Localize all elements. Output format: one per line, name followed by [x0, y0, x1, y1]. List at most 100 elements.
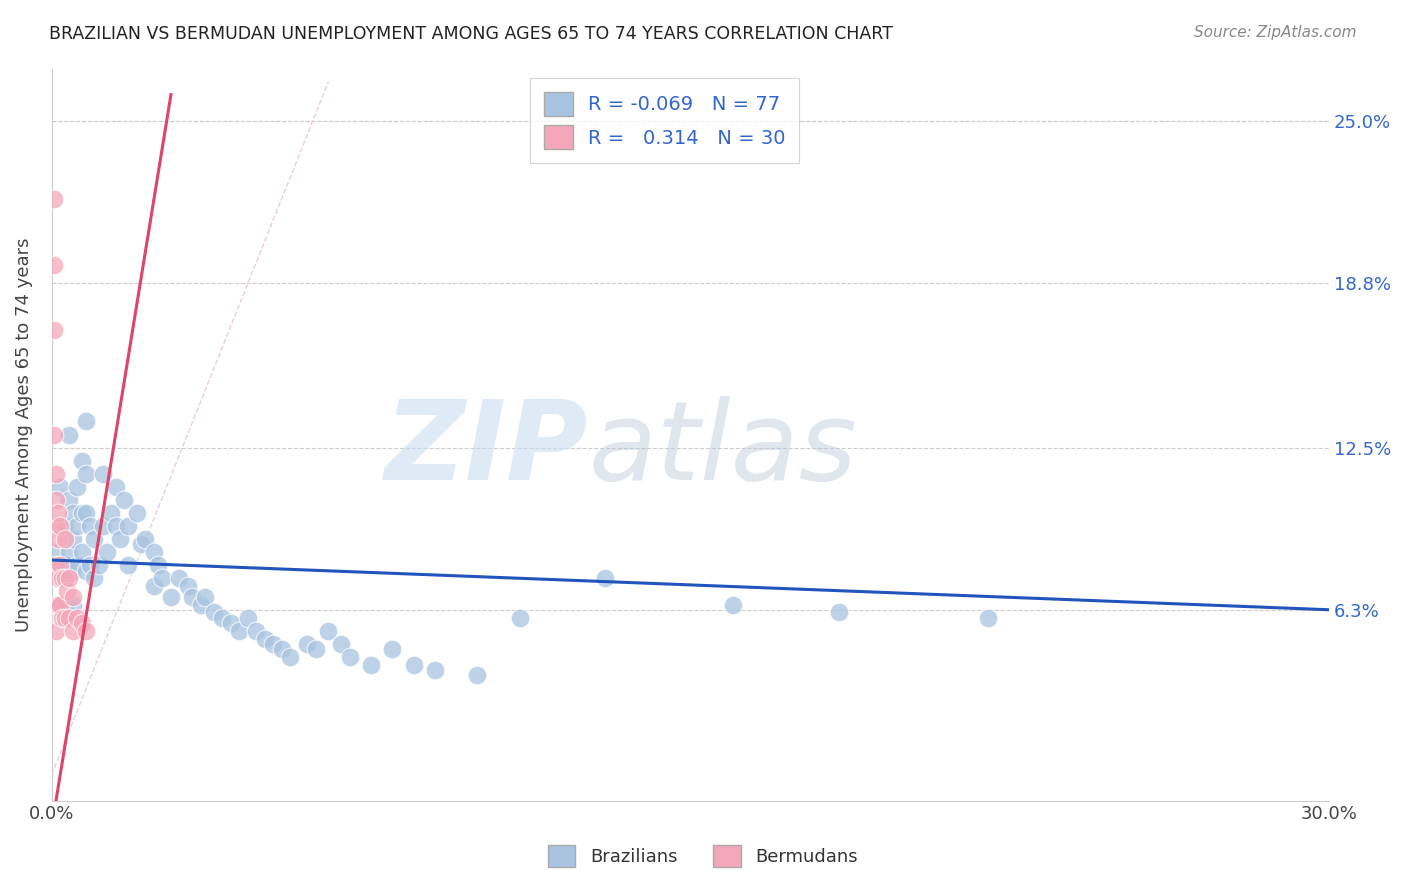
Point	[53, 519, 76, 533]
Point	[721, 598, 744, 612]
Point	[58, 571, 80, 585]
Point	[509, 610, 531, 624]
Point	[53, 558, 76, 573]
Point	[55, 584, 77, 599]
Point	[108, 532, 131, 546]
Point	[70, 615, 93, 630]
Point	[66, 519, 89, 533]
Point	[58, 610, 80, 624]
Point	[75, 624, 97, 638]
Text: ZIP: ZIP	[385, 396, 588, 503]
Point	[62, 506, 84, 520]
Point	[211, 610, 233, 624]
Point	[75, 564, 97, 578]
Point	[228, 624, 250, 638]
Point	[79, 558, 101, 573]
Point	[160, 590, 183, 604]
Point	[467, 668, 489, 682]
Point	[142, 545, 165, 559]
Point	[49, 558, 72, 573]
Point	[152, 571, 174, 585]
Point	[977, 610, 1000, 624]
Legend: R = -0.069   N = 77, R =   0.314   N = 30: R = -0.069 N = 77, R = 0.314 N = 30	[530, 78, 800, 162]
Point	[117, 519, 139, 533]
Point	[62, 564, 84, 578]
Point	[45, 558, 67, 573]
Point	[91, 467, 114, 481]
Point	[278, 649, 301, 664]
Point	[381, 642, 404, 657]
Point	[134, 532, 156, 546]
Point	[62, 624, 84, 638]
Point	[245, 624, 267, 638]
Point	[125, 506, 148, 520]
Point	[45, 545, 67, 559]
Point	[53, 571, 76, 585]
Point	[96, 545, 118, 559]
Point	[58, 427, 80, 442]
Point	[62, 532, 84, 546]
Point	[112, 492, 135, 507]
Point	[46, 532, 69, 546]
Point	[45, 519, 67, 533]
Point	[58, 492, 80, 507]
Point	[46, 598, 69, 612]
Point	[194, 590, 217, 604]
Point	[117, 558, 139, 573]
Text: Source: ZipAtlas.com: Source: ZipAtlas.com	[1194, 25, 1357, 40]
Point	[104, 480, 127, 494]
Point	[49, 480, 72, 494]
Point	[46, 571, 69, 585]
Point	[58, 545, 80, 559]
Legend: Brazilians, Bermudans: Brazilians, Bermudans	[541, 838, 865, 874]
Point	[402, 657, 425, 672]
Point	[330, 637, 353, 651]
Y-axis label: Unemployment Among Ages 65 to 74 years: Unemployment Among Ages 65 to 74 years	[15, 237, 32, 632]
Point	[129, 537, 152, 551]
Point	[253, 632, 276, 646]
Point	[45, 624, 67, 638]
Text: atlas: atlas	[588, 396, 856, 503]
Point	[262, 637, 284, 651]
Point	[53, 610, 76, 624]
Point	[270, 642, 292, 657]
Point	[79, 519, 101, 533]
Point	[83, 571, 105, 585]
Point	[295, 637, 318, 651]
Point	[70, 545, 93, 559]
Point	[62, 598, 84, 612]
Point	[42, 427, 65, 442]
Point	[169, 571, 191, 585]
Point	[828, 606, 851, 620]
Point	[190, 598, 212, 612]
Point	[360, 657, 382, 672]
Point	[142, 579, 165, 593]
Text: BRAZILIAN VS BERMUDAN UNEMPLOYMENT AMONG AGES 65 TO 74 YEARS CORRELATION CHART: BRAZILIAN VS BERMUDAN UNEMPLOYMENT AMONG…	[49, 25, 893, 43]
Point	[53, 598, 76, 612]
Point	[181, 590, 204, 604]
Point	[45, 467, 67, 481]
Point	[66, 480, 89, 494]
Point	[100, 506, 122, 520]
Point	[45, 598, 67, 612]
Point	[318, 624, 340, 638]
Point	[45, 598, 67, 612]
Point	[45, 492, 67, 507]
Point	[202, 606, 225, 620]
Point	[42, 323, 65, 337]
Point	[75, 467, 97, 481]
Point	[423, 663, 446, 677]
Point	[51, 571, 73, 585]
Point	[339, 649, 361, 664]
Point	[75, 415, 97, 429]
Point	[62, 590, 84, 604]
Point	[104, 519, 127, 533]
Point	[305, 642, 328, 657]
Point	[87, 558, 110, 573]
Point	[49, 598, 72, 612]
Point	[66, 558, 89, 573]
Point	[91, 519, 114, 533]
Point	[219, 615, 242, 630]
Point	[83, 532, 105, 546]
Point	[53, 532, 76, 546]
